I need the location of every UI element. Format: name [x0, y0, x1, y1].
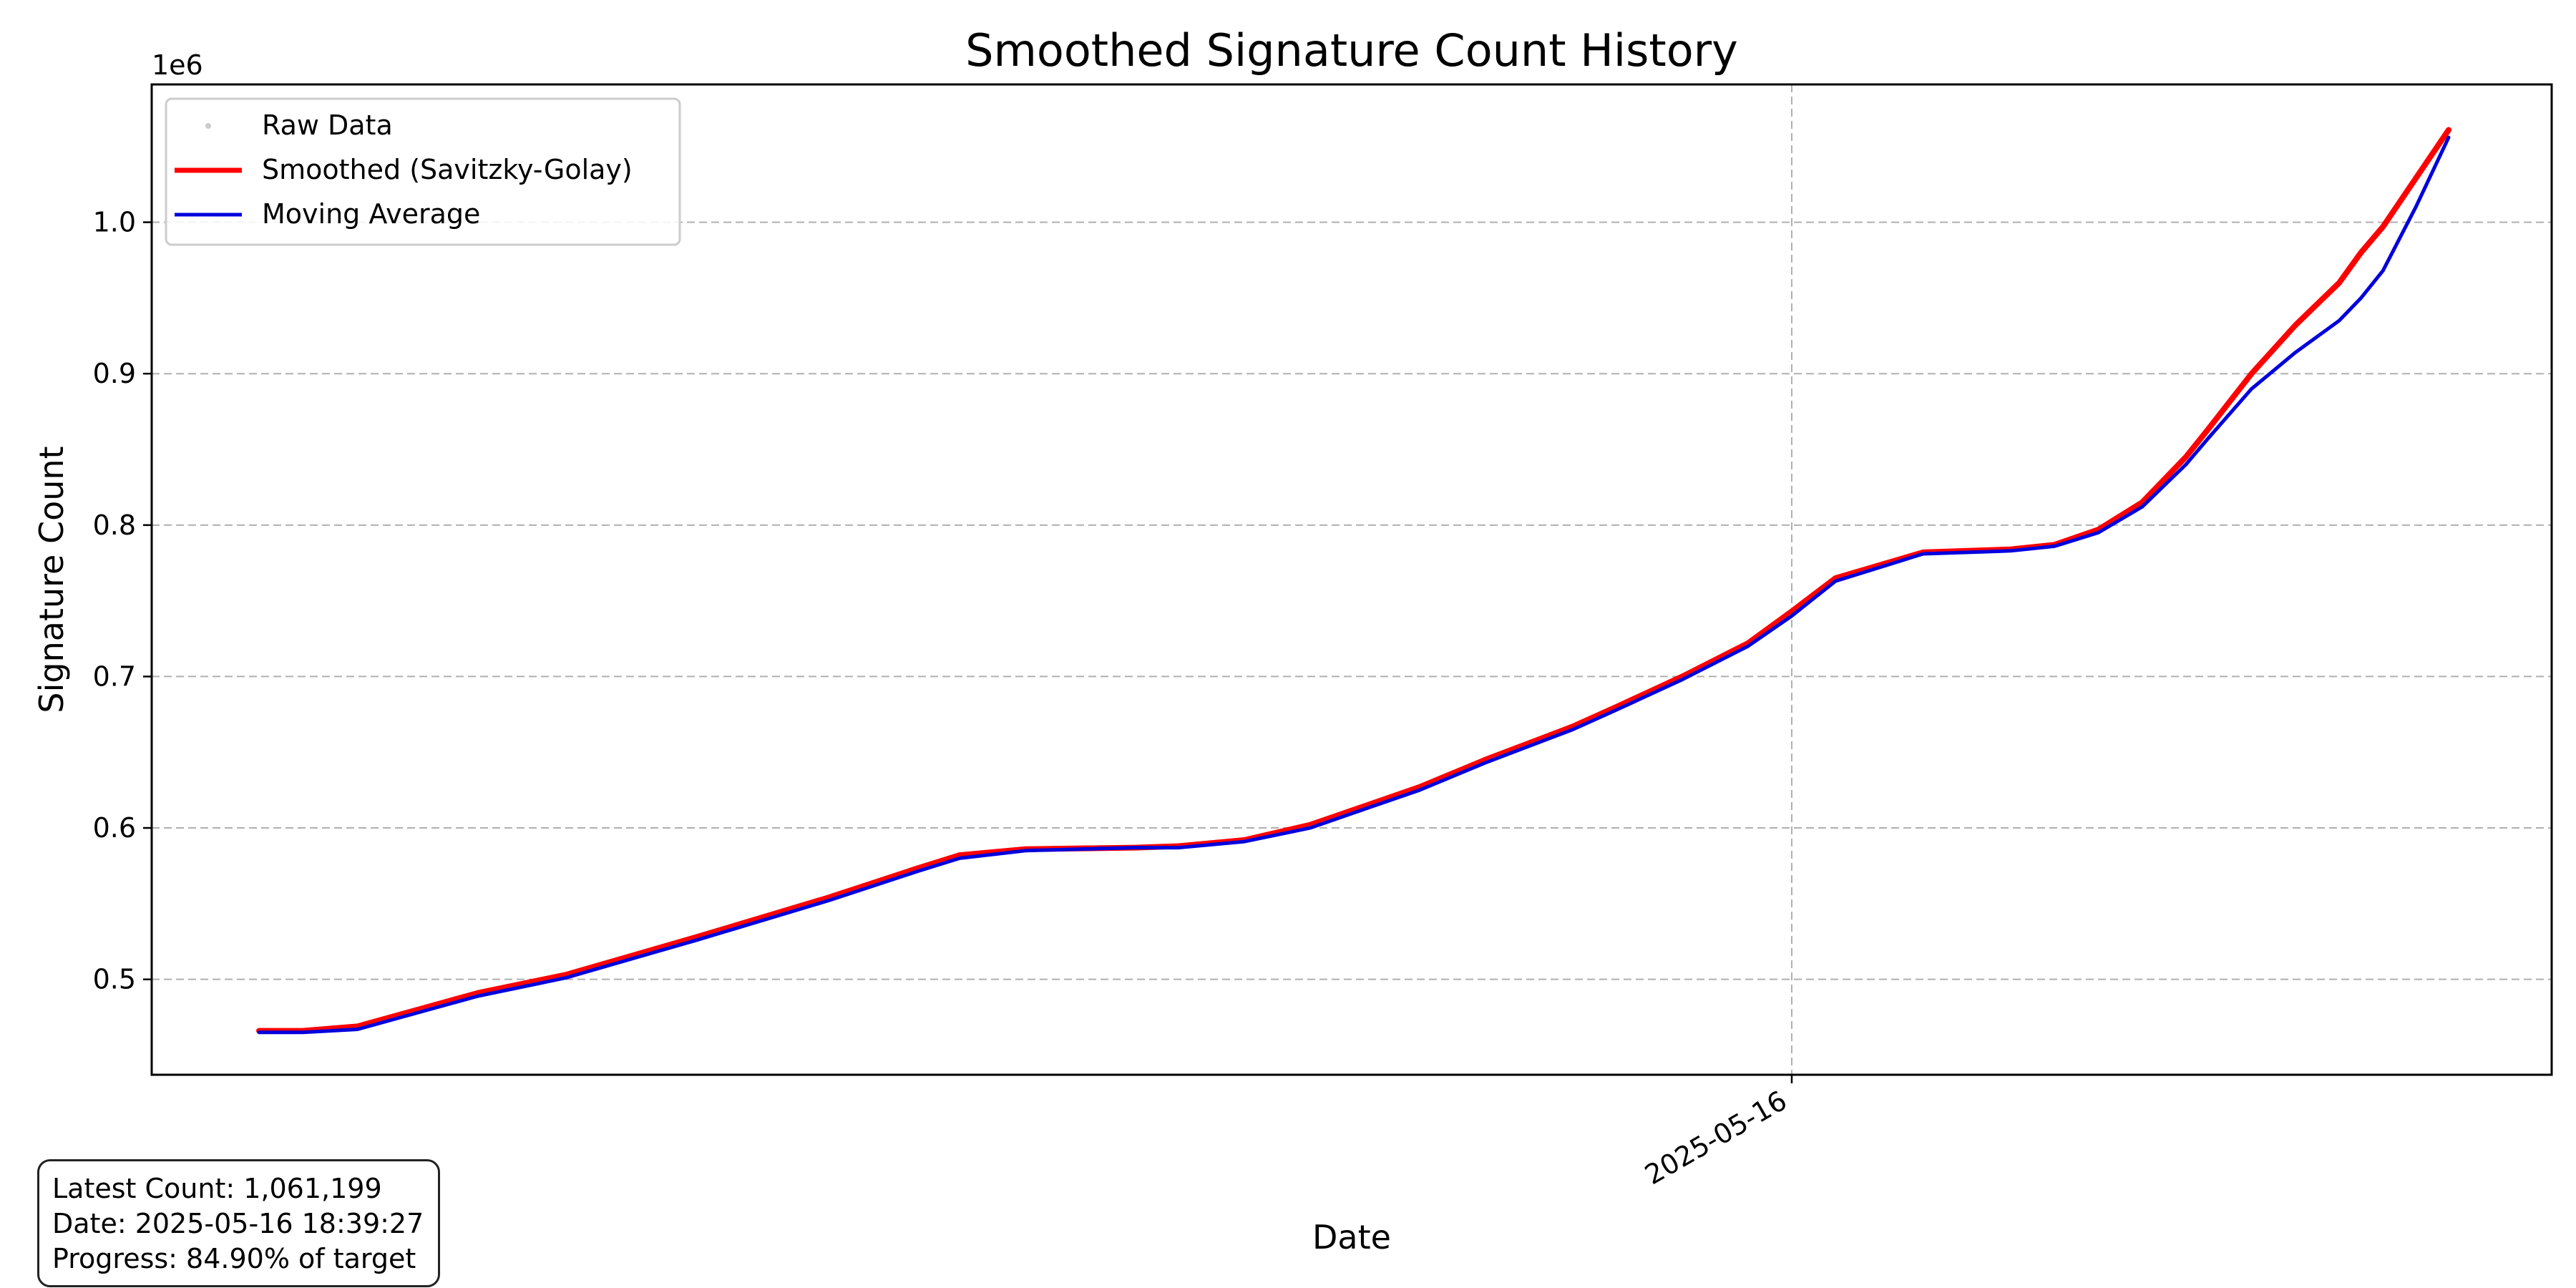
- moving-average-series-line: [257, 135, 2451, 1035]
- grid-lines: [152, 84, 2552, 1075]
- y-tick-label: 0.8: [93, 509, 136, 541]
- y-tick-label: 0.5: [93, 964, 136, 995]
- y-axis-ticks: 0.5 0.6 0.7 0.8 0.9 1.0: [93, 207, 152, 995]
- legend-frame: [165, 97, 681, 246]
- plot-frame: [150, 83, 2553, 1076]
- x-axis-title: Date: [1312, 1218, 1391, 1257]
- latest-count-info-box: Latest Count: 1,061,199 Date: 2025-05-16…: [37, 1159, 441, 1287]
- y-tick-label: 0.7: [93, 660, 136, 692]
- series-lines: [256, 127, 2451, 1035]
- legend-label-raw: Raw Data: [262, 109, 393, 141]
- latest-count-text: Latest Count: 1,061,199: [52, 1173, 382, 1204]
- progress-text: Progress: 84.90% of target: [52, 1243, 416, 1274]
- legend-label-moving-average: Moving Average: [262, 198, 480, 230]
- legend-label-smoothed: Smoothed (Savitzky-Golay): [262, 154, 633, 185]
- latest-date-text: Date: 2025-05-16 18:39:27: [52, 1208, 424, 1239]
- chart-title: Smoothed Signature Count History: [965, 24, 1738, 77]
- y-tick-label: 1.0: [93, 207, 136, 238]
- legend: Raw Data Smoothed (Savitzky-Golay) Movin…: [165, 97, 681, 246]
- y-axis-offset-label: 1e6: [152, 49, 203, 81]
- x-axis-ticks: 2025-05-16: [1639, 1075, 1793, 1191]
- x-tick-label: 2025-05-16: [1639, 1085, 1792, 1191]
- y-tick-label: 0.6: [93, 812, 136, 844]
- y-axis-title: Signature Count: [32, 446, 71, 713]
- smoothed-series-line: [256, 127, 2451, 1034]
- legend-raw-marker: [205, 123, 211, 129]
- y-tick-label: 0.9: [93, 358, 136, 389]
